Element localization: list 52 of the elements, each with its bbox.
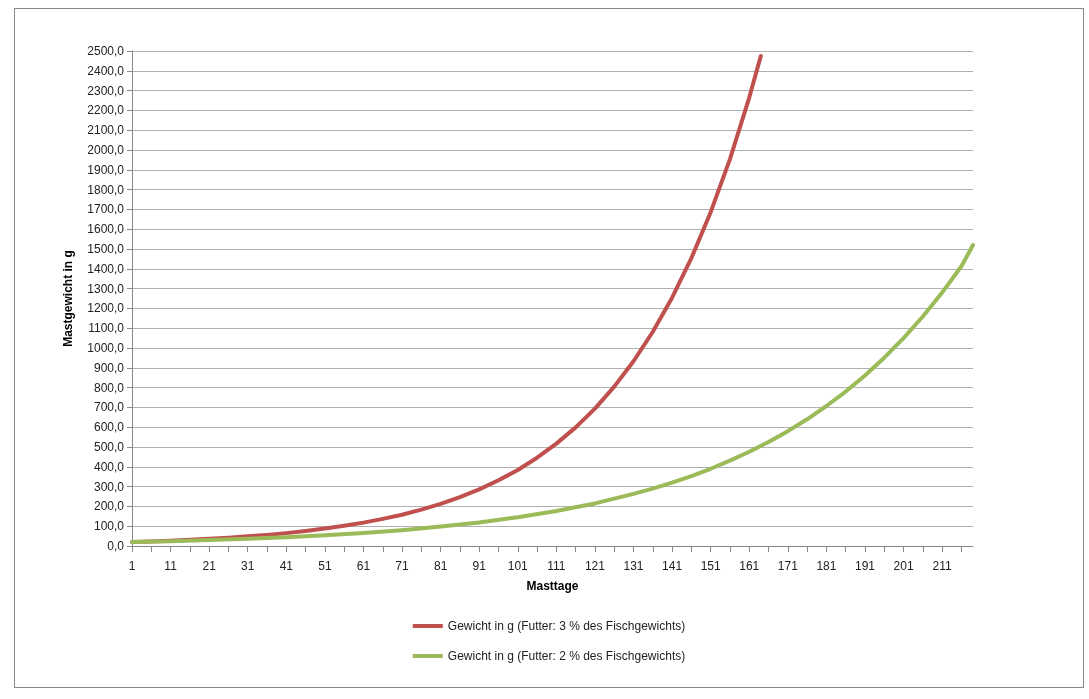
x-tick-label: 31 [241,559,255,573]
x-tick-label: 121 [584,559,606,573]
y-tick-label: 1600,0 [87,222,125,237]
x-tick-label: 111 [547,559,566,573]
x-tick-label: 51 [318,559,332,573]
x-tick-label: 141 [662,559,683,573]
y-tick-label: 1000,0 [87,341,125,355]
y-tick-label: 1300,0 [87,281,125,296]
y-tick-label: 2200,0 [87,103,125,118]
y-tick-label: 500,0 [93,440,125,454]
y-tick-label: 1500,0 [87,242,125,256]
x-tick-label: 81 [433,559,448,573]
y-tick-label: 600,0 [93,420,125,435]
y-tick-label: 700,0 [93,400,125,415]
x-tick-label: 181 [816,559,837,573]
y-tick-label: 200,0 [93,499,125,514]
x-axis-title: Masttage [526,579,579,593]
y-tick-label: 2300,0 [87,83,125,98]
x-tick-label: 11 [164,559,178,573]
x-tick-label: 91 [472,559,487,573]
legend-label: Gewicht in g (Futter: 3 % des Fischgewichts) [447,619,686,633]
y-tick-label: 2100,0 [87,123,125,138]
x-tick-label: 41 [279,559,294,573]
x-tick-label: 191 [854,559,876,573]
y-tick-label: 1200,0 [87,301,125,316]
x-tick-label: 201 [893,559,914,573]
y-tick-label: 2400,0 [87,63,125,78]
y-tick-label: 300,0 [93,479,125,494]
x-tick-label: 161 [739,559,760,573]
x-tick-label: 21 [202,559,217,573]
x-tick-label: 151 [700,559,721,573]
x-tick-label: 131 [623,559,644,573]
y-axis-title: Mastgewicht in g [61,250,75,347]
y-tick-label: 2500,0 [87,44,125,58]
x-tick-label: 211 [932,559,953,573]
x-tick-label: 1 [128,559,136,573]
y-tick-label: 1800,0 [87,182,125,197]
y-tick-label: 1400,0 [87,261,125,276]
y-tick-label: 1100,0 [88,321,125,336]
x-tick-label: 61 [356,559,371,573]
y-tick-label: 400,0 [93,459,125,474]
y-tick-label: 100,0 [93,519,125,534]
y-tick-label: 800,0 [93,380,125,395]
x-tick-label: 171 [777,559,799,573]
y-tick-label: 1900,0 [87,162,125,177]
y-tick-label: 2000,0 [87,143,125,157]
x-tick-label: 101 [507,559,529,573]
x-tick-label: 71 [395,559,410,573]
legend-label: Gewicht in g (Futter: 2 % des Fischgewichts) [447,649,686,663]
y-tick-label: 900,0 [93,360,125,375]
y-tick-label: 1700,0 [87,202,125,217]
y-tick-label: 0,0 [107,539,125,553]
